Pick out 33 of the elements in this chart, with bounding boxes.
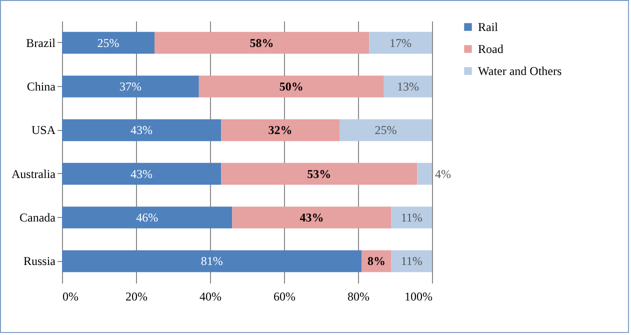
y-tick-label: Russia [23,254,56,268]
legend-label: Rail [478,20,499,34]
x-tick-label: 100% [404,290,432,304]
legend-label: Water and Others [478,64,562,78]
data-label: 17% [390,36,412,50]
data-label: 53% [307,166,332,181]
data-label: 25% [374,123,397,138]
data-label: 43% [130,123,153,138]
x-tick-label: 80% [348,290,370,304]
y-tick-label: China [26,80,56,94]
legend-label: Road [478,42,504,56]
x-tick-label: 0% [62,290,78,304]
data-label: 13% [396,80,419,94]
x-tick-label: 20% [126,290,148,304]
y-tick-label: USA [31,123,56,138]
data-label: 46% [136,210,158,224]
y-tick-label: Brazil [26,36,56,50]
data-label: 81% [200,254,223,268]
y-tick-label: Canada [20,210,56,224]
data-label: 32% [268,123,292,138]
data-label: 58% [250,36,274,50]
x-tick-label: 40% [200,290,222,304]
data-label: 4% [435,166,451,181]
x-tick-label: 60% [274,290,296,304]
y-tick-label: Australia [12,166,56,181]
data-label: 11% [400,210,422,224]
data-label: 11% [400,254,422,268]
data-label: 50% [279,80,304,94]
data-label: 43% [300,210,324,224]
data-label: 37% [119,80,142,94]
data-label: 8% [368,254,386,268]
data-label: 25% [97,36,120,50]
data-label: 43% [130,166,153,181]
